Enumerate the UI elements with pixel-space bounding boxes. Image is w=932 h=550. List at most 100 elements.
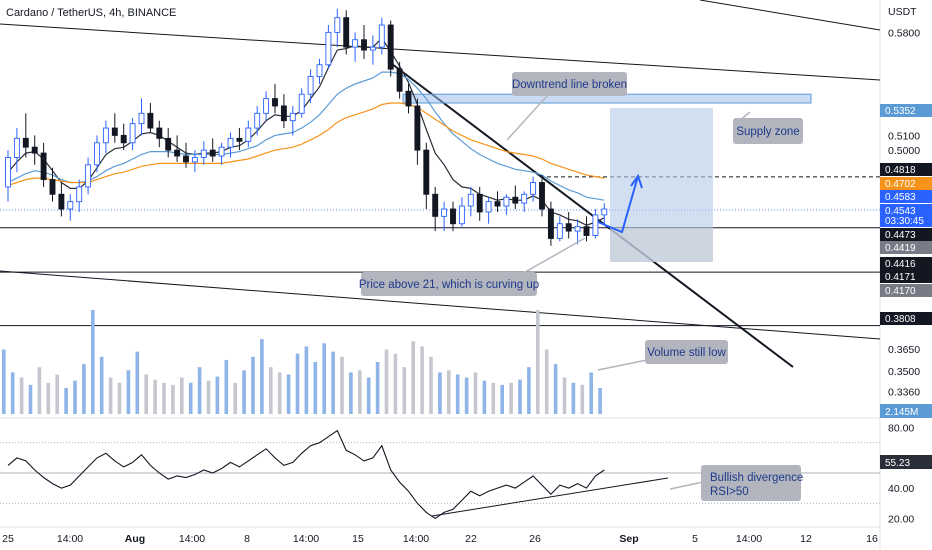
upper-channel-line[interactable] [0,23,881,81]
time-tick-label: 14:00 [403,533,429,545]
candle-body [5,157,11,188]
supply-note-text: Supply zone [736,126,799,138]
risk-zone-box[interactable] [610,228,713,262]
volume-bar [304,346,309,414]
callout-pointer [669,481,704,490]
candle [138,98,145,136]
candle [387,20,394,77]
projected-path[interactable] [597,175,639,234]
volume-bar [384,349,389,414]
price-tag-bg [880,163,932,176]
volume-bar [153,379,157,414]
candle [174,135,181,162]
volume-bar [455,374,460,414]
candle-body [512,196,519,204]
volume-bar [411,341,415,414]
candle-body [343,17,350,48]
rsi-tick-label: 40.00 [888,483,914,495]
volume-bar [37,367,42,414]
candle-body [432,193,439,217]
candle [209,138,216,162]
volume-bar [206,380,211,414]
price-tick-label: 0.3500 [888,366,920,378]
currency-label: USDT [888,6,917,18]
candle [521,191,528,212]
volume-bar [269,367,273,414]
candle [165,128,172,158]
time-axis[interactable]: 25 14:00 Aug 14:00 8 14:00 15 14:00 22 26 Sep 5 14:0… [2,533,878,545]
price-tag-bg [880,177,932,190]
candle [458,197,465,227]
candle [343,10,350,55]
candle-body [111,127,118,136]
volume-bar [313,362,318,414]
downtrend-note-text: Downtrend line broken [512,79,627,91]
candle [441,201,448,232]
rsi-tag-text: 55.23 [885,458,910,469]
callout-pointer [506,95,548,141]
volume-note-text: Volume still low [647,347,726,359]
rsi-divergence-line[interactable] [431,477,669,517]
candle-body [200,149,207,158]
volume-bar [242,370,246,414]
candle-body [352,39,359,48]
divergence-note-text-2: RSI>50 [710,486,749,498]
price-tick-label: 0.5100 [888,130,920,142]
volume-bar [180,377,184,414]
time-tick-label: 14:00 [179,533,205,545]
ema-callout[interactable]: Price above 21, which is curving up [359,237,586,296]
time-tick-label: 8 [244,533,250,545]
price-tag-label: 0.4702 [885,179,916,190]
volume-bar [544,349,549,414]
volume-bar [251,356,255,414]
candle [40,142,47,187]
candle-body [263,98,270,114]
volume-bar [28,384,33,414]
supply-callout[interactable]: Supply zone [733,111,803,144]
volume-bar [277,372,282,414]
volume-callout[interactable]: Volume still low [597,340,728,371]
candle-body [307,76,314,95]
volume-tag-bg [880,404,932,418]
volume-bar [402,367,407,414]
candle [263,91,270,121]
lower-channel-line[interactable] [0,270,881,340]
volume-bar [420,346,424,414]
top-right-trend-line[interactable] [699,0,881,31]
time-tick-label: 22 [465,533,477,545]
divergence-callout[interactable]: Bullish divergence RSI>50 [669,465,803,501]
candle [378,17,385,55]
price-tag-label: 0.4473 [885,230,916,241]
price-axis-ticks[interactable]: 0.5800 0.5100 0.5000 0.3650 0.3500 0.3360 [888,27,920,398]
projected-path-arrowhead [630,173,643,189]
candle [94,135,100,173]
callout-box [733,118,803,144]
volume-bar [162,382,166,414]
volume-tag-text: 2.145M [885,407,918,418]
candle-body [369,46,376,51]
price-tag-label: 0.5352 [885,106,916,117]
candle [289,105,296,136]
candle [307,69,314,104]
callout-box [512,72,627,96]
candle [272,83,278,114]
candle [352,32,359,62]
candlesticks [5,8,608,246]
volume-bar [562,377,567,414]
volume-bar [233,382,237,414]
candle-body [49,179,56,195]
downtrend-callout[interactable]: Downtrend line broken [506,72,627,141]
candle [316,58,323,84]
price-tag-bg [880,104,932,117]
price-tag-label: 0.4416 [885,259,916,270]
candle-body [272,98,278,107]
volume-bar [464,377,469,414]
candle [583,216,590,242]
candle-body [289,112,296,122]
candle [334,8,341,48]
volume-bar [358,370,362,414]
volume-bar [393,353,398,414]
volume-bar [527,367,531,414]
